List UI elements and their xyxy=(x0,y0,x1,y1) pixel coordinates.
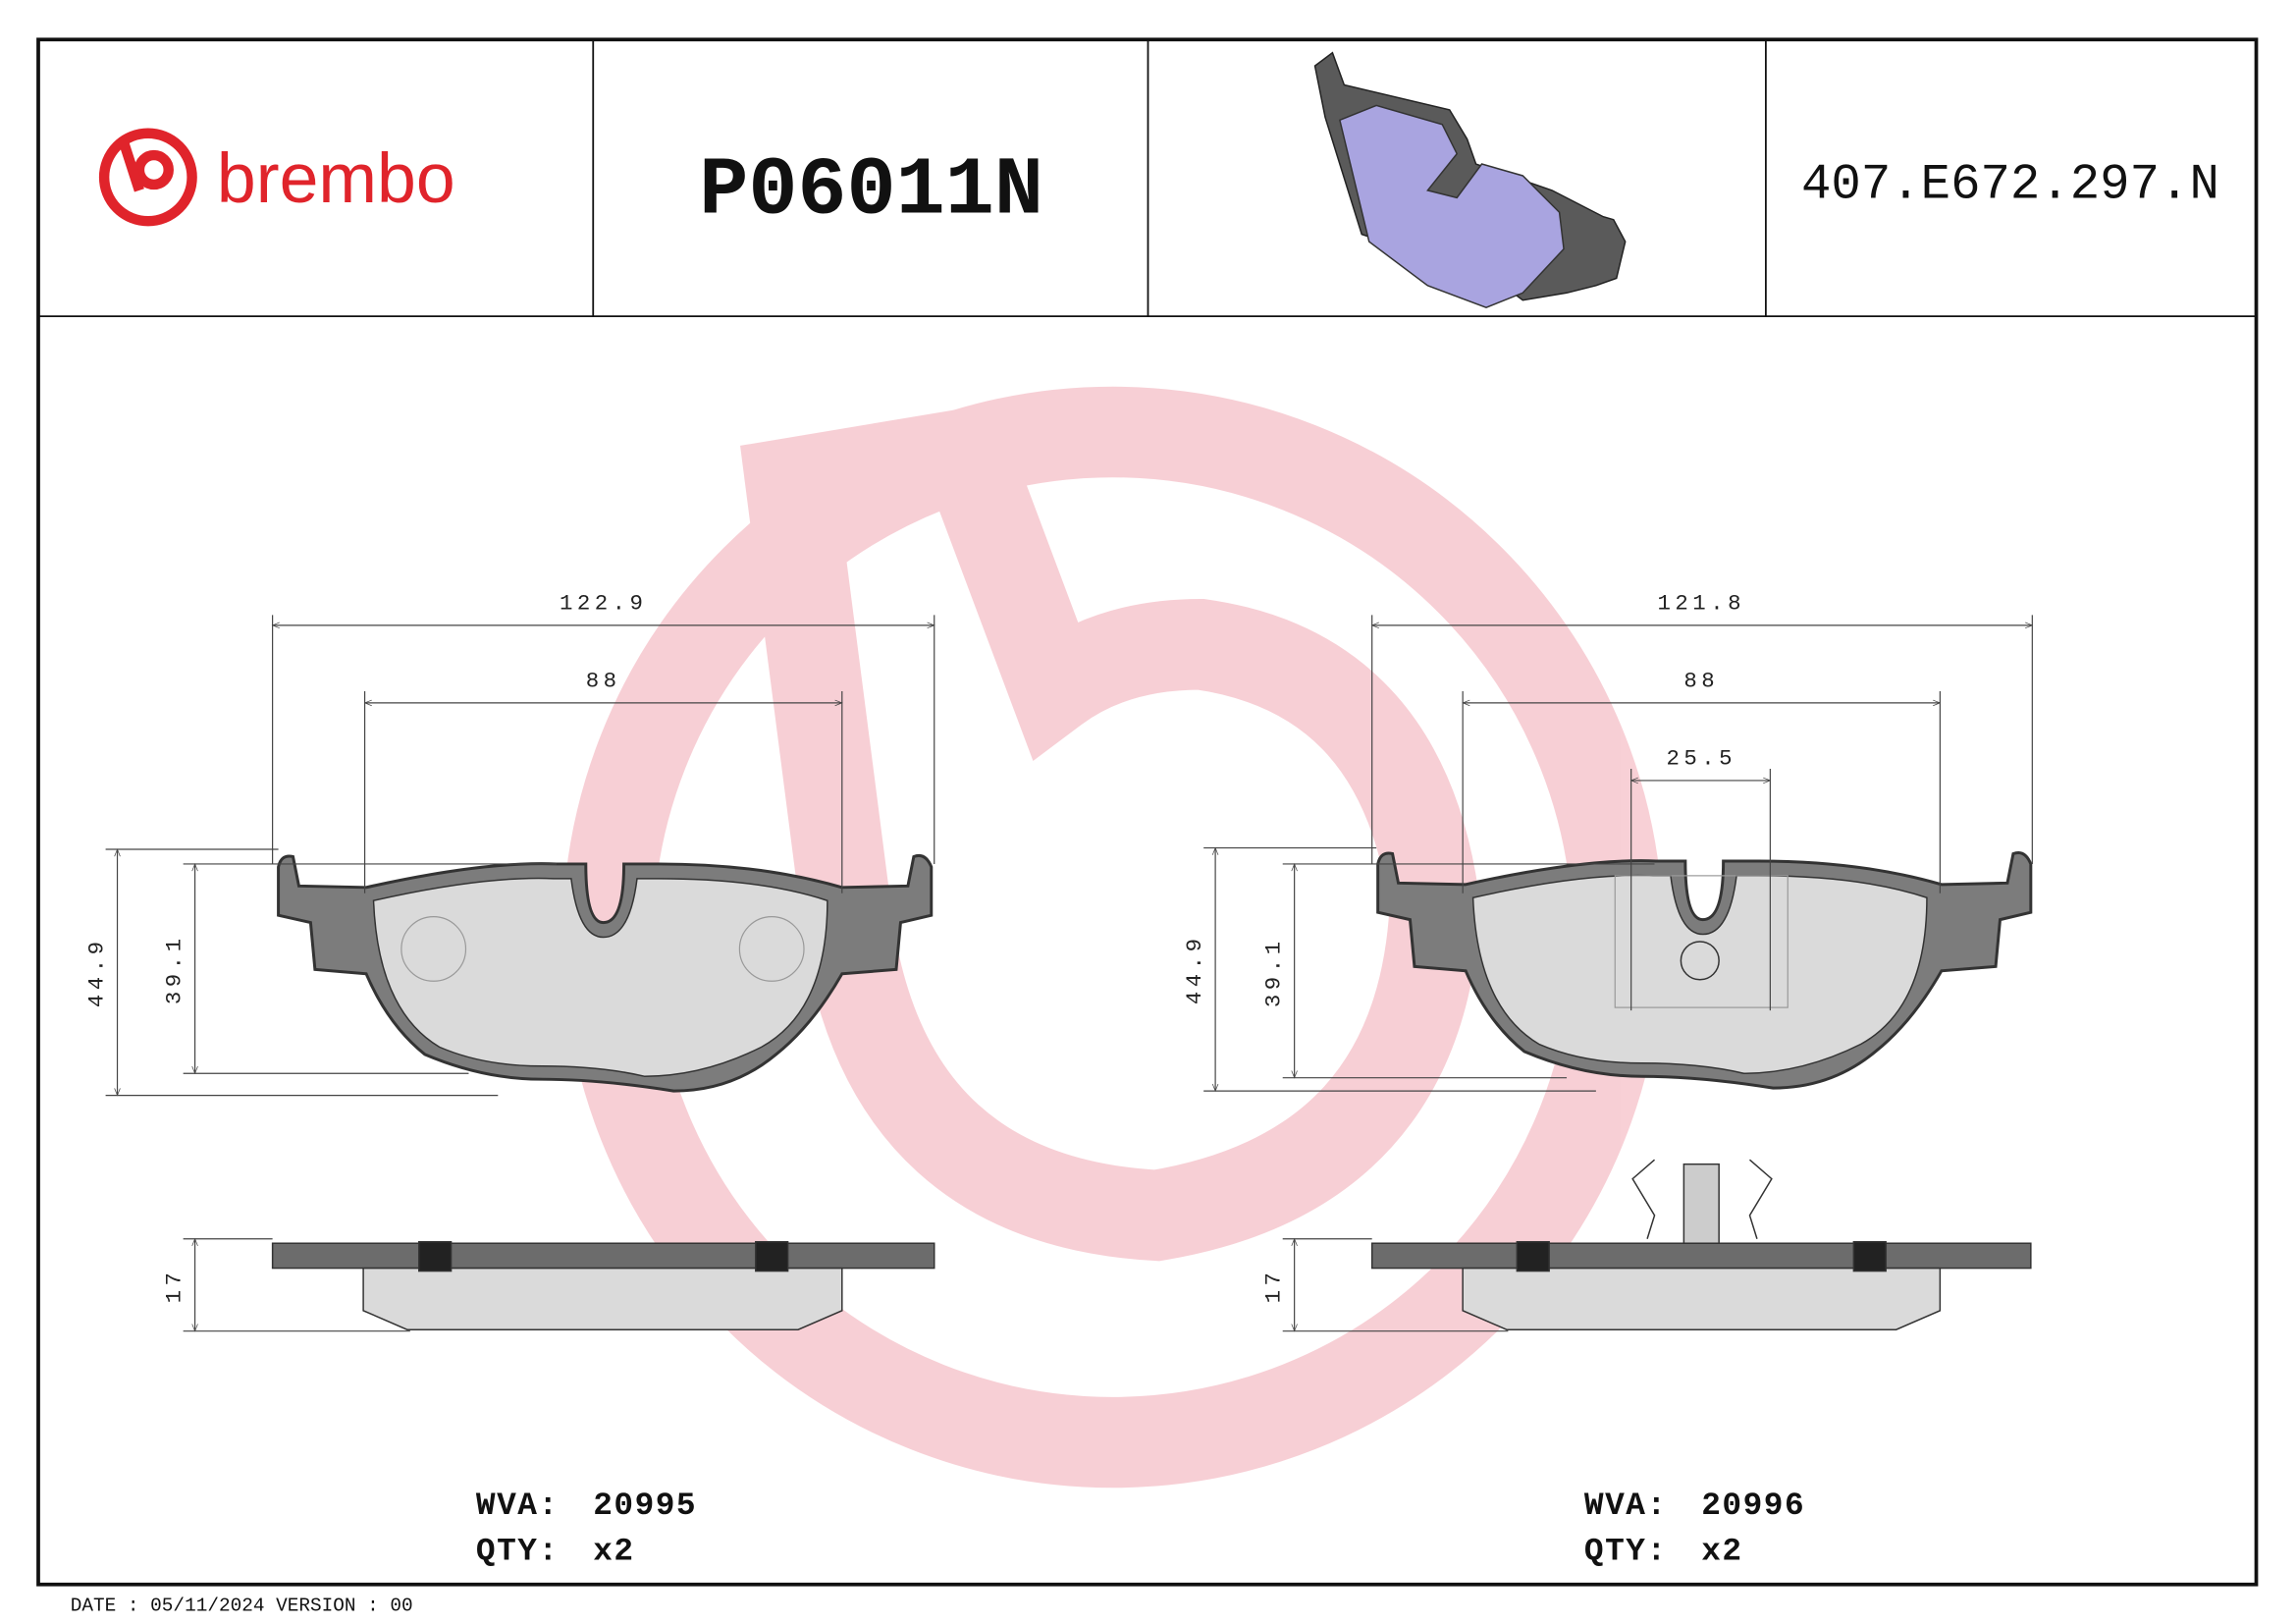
logo-icon xyxy=(98,128,197,227)
dim-text: 17 xyxy=(1261,1269,1287,1304)
dim-text: 122.9 xyxy=(560,590,647,616)
logo-text: brembo xyxy=(217,139,455,218)
shape xyxy=(183,1238,410,1332)
shape xyxy=(1339,104,1565,309)
left-pad-front xyxy=(277,853,934,1093)
shape xyxy=(1516,1240,1550,1272)
dimension-lines xyxy=(105,615,2034,1332)
shape xyxy=(1682,1163,1720,1244)
wva-label: WVA: xyxy=(1584,1488,1668,1524)
shape xyxy=(98,128,197,227)
wva-value: 20995 xyxy=(593,1488,697,1524)
dim-text: 25.5 xyxy=(1666,746,1736,772)
shape xyxy=(1471,874,1928,1074)
side-views xyxy=(271,1159,2032,1330)
wva-value: 20996 xyxy=(1701,1488,1805,1524)
dim-text: 88 xyxy=(1683,668,1719,693)
shape xyxy=(738,916,805,982)
shape xyxy=(418,1240,453,1272)
dim-text: 44.9 xyxy=(84,938,110,1008)
dim-text: 121.8 xyxy=(1658,590,1745,616)
part-number: P06011N xyxy=(699,144,1043,238)
shape xyxy=(1852,1240,1887,1272)
shape xyxy=(1462,1267,1942,1330)
qty-value: x2 xyxy=(1701,1533,1742,1569)
dim-text: 39.1 xyxy=(162,935,187,1005)
shape xyxy=(372,877,828,1077)
shape xyxy=(755,1240,789,1272)
shape xyxy=(1282,1238,1509,1332)
dim-text: 39.1 xyxy=(1261,938,1287,1008)
qty-label: QTY: xyxy=(476,1533,560,1569)
dim-text: 88 xyxy=(586,668,621,693)
wva-label: WVA: xyxy=(476,1488,560,1524)
shape xyxy=(1371,615,2033,1011)
qty-value: x2 xyxy=(593,1533,634,1569)
shape xyxy=(400,916,467,982)
qty-label: QTY: xyxy=(1584,1533,1668,1569)
shape xyxy=(133,149,174,190)
shape xyxy=(1631,1159,1773,1239)
footer: DATE : 05/11/2024 VERSION : 00 xyxy=(71,1596,413,1617)
pad-thumbnail xyxy=(1313,51,1627,309)
shape xyxy=(105,848,557,1097)
shape xyxy=(1203,846,1655,1092)
shape xyxy=(1680,941,1720,981)
shape xyxy=(740,403,1481,1262)
shape xyxy=(1614,875,1789,1008)
shape xyxy=(1370,1242,2032,1270)
shape xyxy=(271,1242,935,1270)
shape xyxy=(272,615,935,893)
right-pad-front xyxy=(1376,850,2033,1090)
reference: 407.E672.297.N xyxy=(1801,157,2219,213)
shape xyxy=(118,138,144,192)
shape xyxy=(362,1267,843,1330)
dim-text: 17 xyxy=(162,1269,187,1304)
dim-text: 44.9 xyxy=(1182,935,1207,1005)
